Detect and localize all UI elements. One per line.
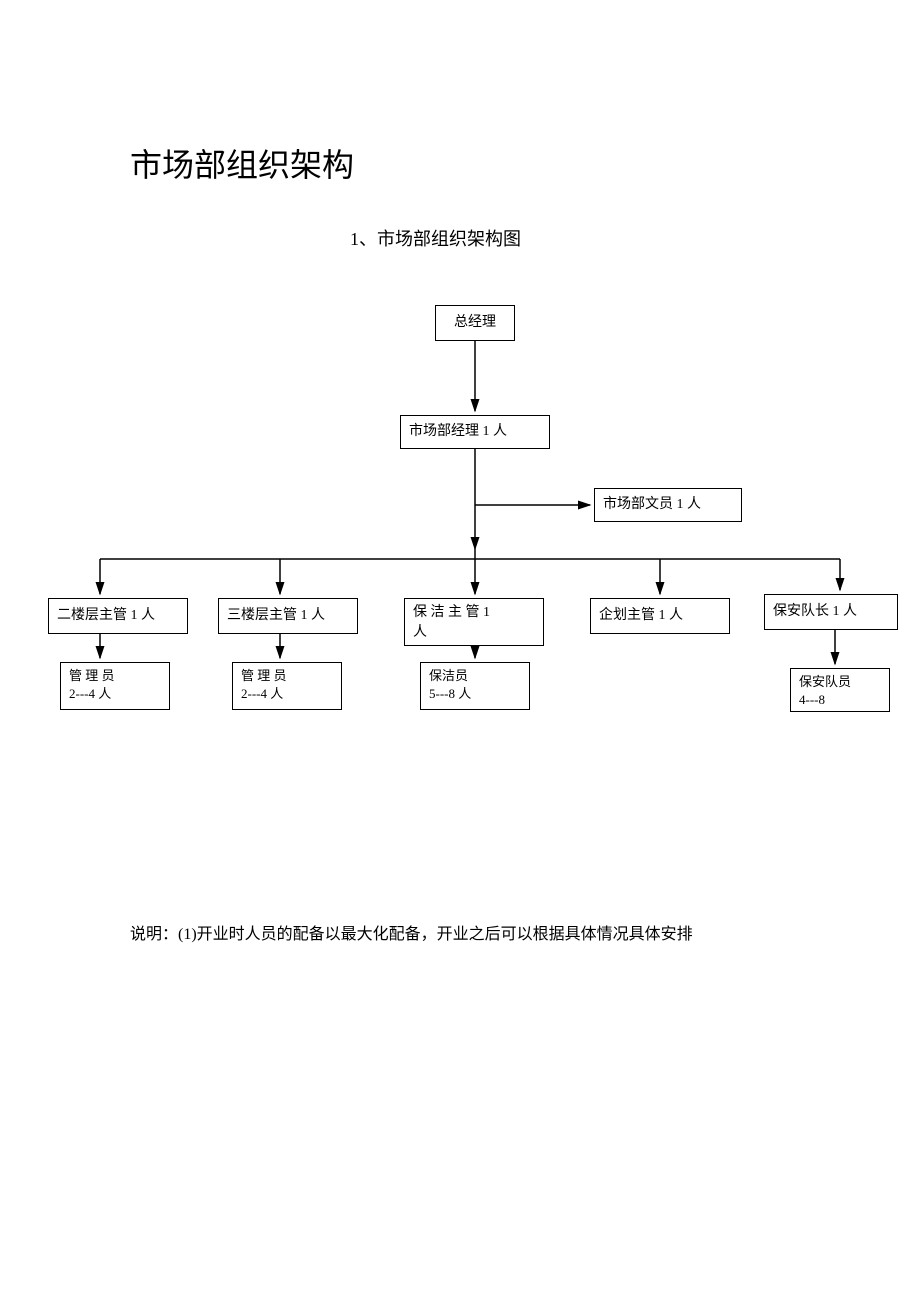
node-staff1-line2: 2---4 人	[69, 685, 161, 703]
node-supervisor-floor3: 三楼层主管 1 人	[218, 598, 358, 634]
section-title: 1、市场部组织架构图	[350, 225, 521, 251]
node-marketing-manager: 市场部经理 1 人	[400, 415, 550, 449]
node-staff2-line1: 管 理 员	[241, 667, 333, 685]
node-staff5-line1: 保安队员	[799, 673, 881, 691]
node-staff-security: 保安队员 4---8	[790, 668, 890, 712]
node-staff-floor3: 管 理 员 2---4 人	[232, 662, 342, 710]
node-sup3-line1: 保 洁 主 管 1	[413, 603, 535, 623]
node-staff3-line1: 保洁员	[429, 667, 521, 685]
footer-note: 说明：(1)开业时人员的配备以最大化配备，开业之后可以根据具体情况具体安排	[130, 920, 693, 944]
node-sup3-line2: 人	[413, 623, 535, 643]
node-supervisor-floor2: 二楼层主管 1 人	[48, 598, 188, 634]
node-staff3-line2: 5---8 人	[429, 685, 521, 703]
node-staff2-line2: 2---4 人	[241, 685, 333, 703]
org-chart-connectors	[0, 0, 920, 1303]
node-staff-floor2: 管 理 员 2---4 人	[60, 662, 170, 710]
node-supervisor-planning: 企划主管 1 人	[590, 598, 730, 634]
node-staff-cleaning: 保洁员 5---8 人	[420, 662, 530, 710]
node-staff1-line1: 管 理 员	[69, 667, 161, 685]
node-clerk: 市场部文员 1 人	[594, 488, 742, 522]
node-supervisor-cleaning: 保 洁 主 管 1 人	[404, 598, 544, 646]
node-ceo: 总经理	[435, 305, 515, 341]
node-staff5-line2: 4---8	[799, 691, 881, 709]
node-security-captain: 保安队长 1 人	[764, 594, 898, 630]
page-title: 市场部组织架构	[130, 140, 354, 186]
